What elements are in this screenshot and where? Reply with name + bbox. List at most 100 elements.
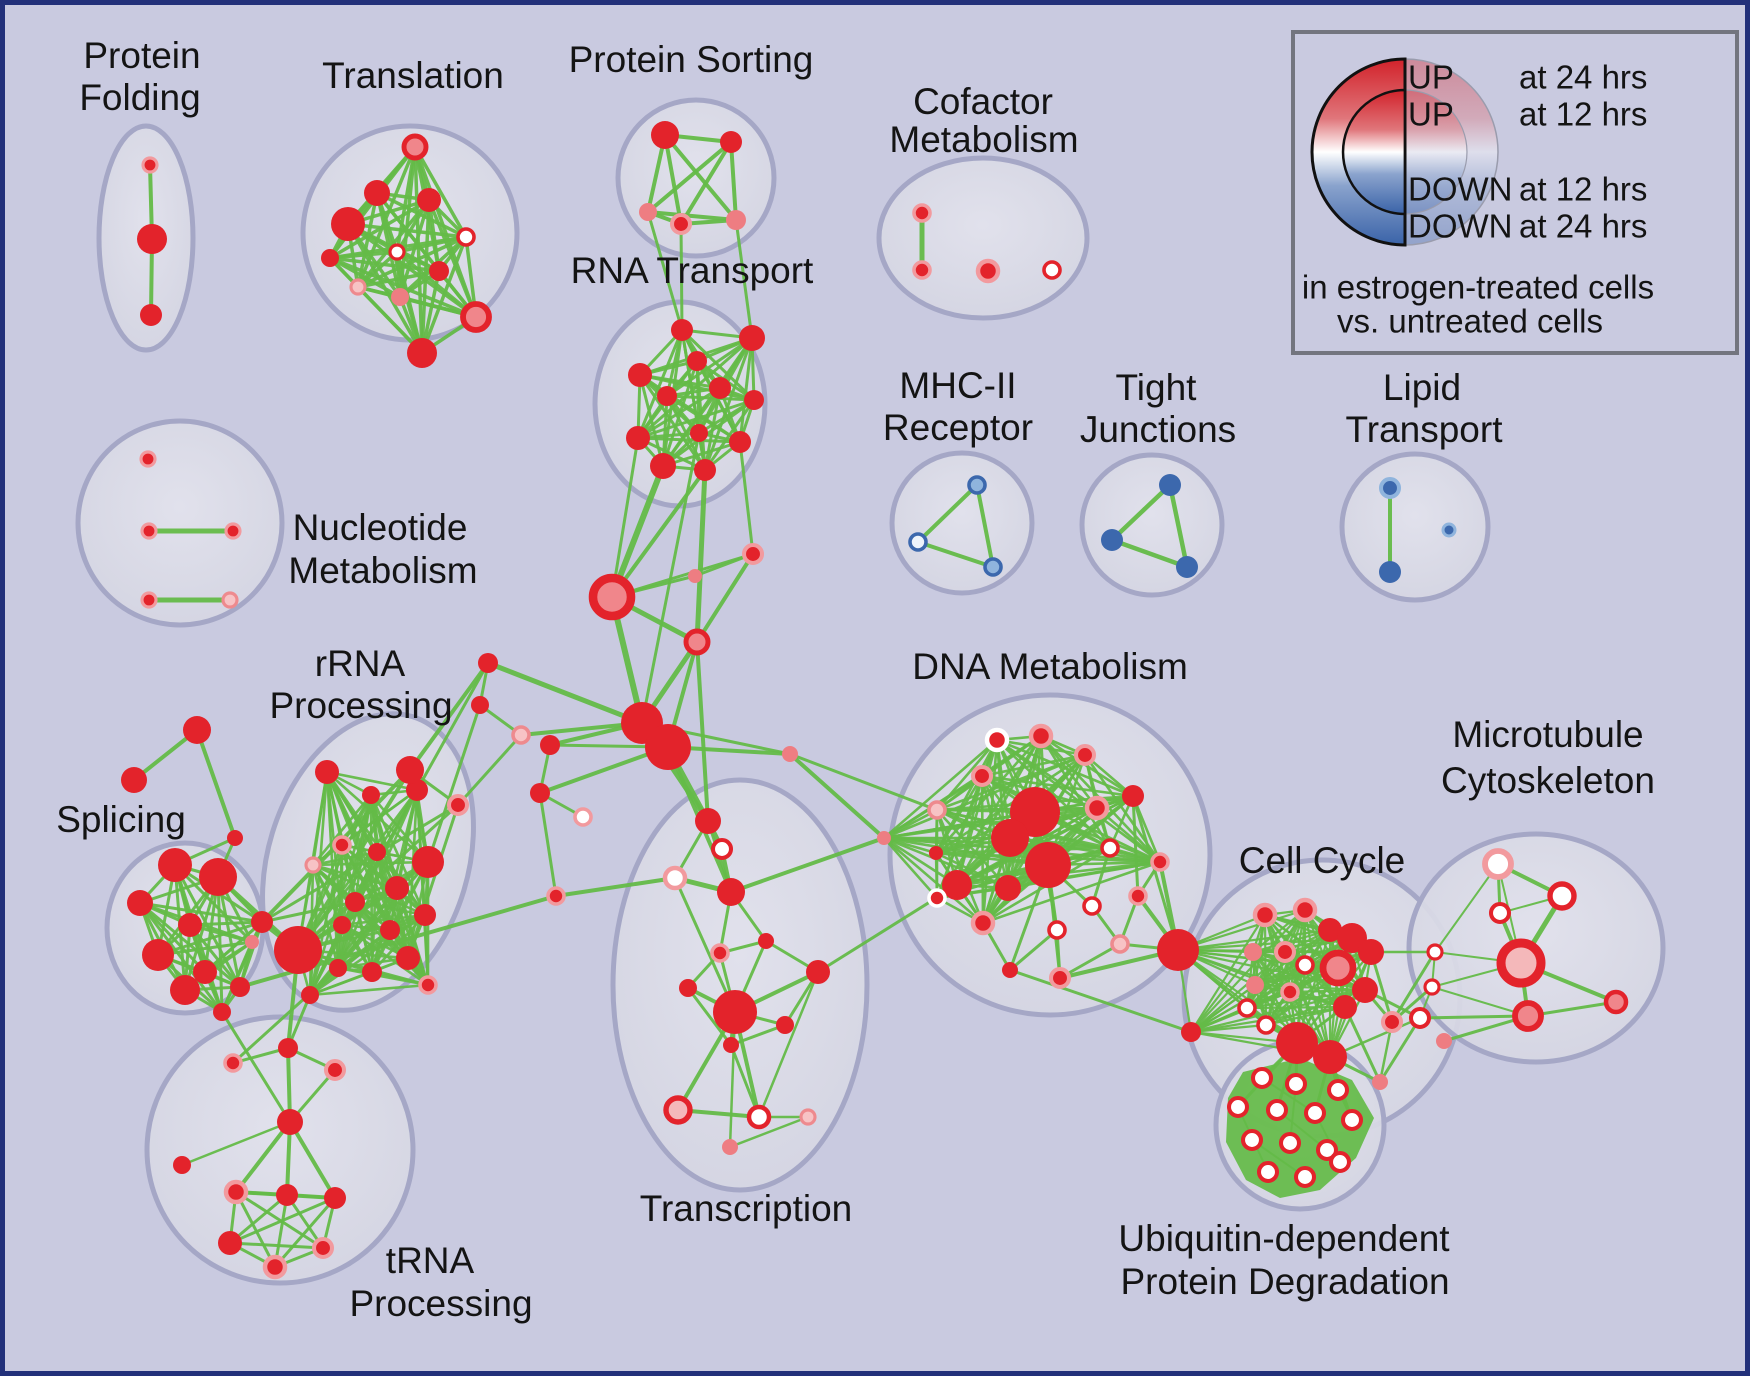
gene-node-ubiquitin-degradation[interactable] [1256, 1160, 1280, 1184]
gene-node-splicing[interactable] [193, 960, 217, 984]
gene-node-dna-metabolism[interactable] [1082, 896, 1102, 916]
gene-node-translation[interactable] [456, 227, 476, 247]
gene-node-splicing[interactable] [170, 975, 200, 1005]
gene-node-microtubule-cytoskeleton[interactable] [1426, 943, 1444, 961]
gene-node-transcription[interactable] [663, 1095, 693, 1125]
gene-node-rrna-processing[interactable] [315, 760, 339, 784]
gene-node-cell-cycle[interactable] [1273, 940, 1297, 964]
gene-node-dna-metabolism[interactable] [1047, 920, 1067, 940]
gene-node-ubiquitin-degradation[interactable] [1265, 1098, 1289, 1122]
gene-node-rna-transport[interactable] [690, 424, 708, 442]
gene-node-rrna-processing[interactable] [274, 926, 322, 974]
gene-node-rrna-processing[interactable] [332, 835, 352, 855]
gene-node-trna-processing[interactable] [276, 1184, 298, 1206]
gene-node-dna-metabolism[interactable] [1150, 852, 1170, 872]
gene-node-splicing[interactable] [178, 913, 202, 937]
gene-node-lipid-transport[interactable] [1379, 561, 1401, 583]
gene-node-rrna-processing[interactable] [323, 1058, 347, 1082]
gene-node-mhc-ii-receptor[interactable] [908, 532, 928, 552]
gene-node-cell-cycle[interactable] [1237, 998, 1257, 1018]
gene-node-cofactor-metabolism[interactable] [975, 258, 1001, 284]
gene-node-backbone[interactable] [588, 573, 636, 621]
gene-node-cell-cycle[interactable] [1333, 995, 1357, 1019]
gene-node-dna-metabolism[interactable] [1002, 962, 1018, 978]
gene-node-dna-metabolism[interactable] [1122, 785, 1144, 807]
gene-node-microtubule-cytoskeleton[interactable] [1488, 901, 1512, 925]
gene-node-cell-cycle[interactable] [1313, 1040, 1347, 1074]
gene-node-nucleotide-metabolism[interactable] [139, 450, 157, 468]
gene-node-ubiquitin-degradation[interactable] [1303, 1101, 1327, 1125]
gene-node-microtubule-cytoskeleton[interactable] [1496, 938, 1546, 988]
gene-node-cell-cycle[interactable] [1319, 949, 1357, 987]
gene-node-cell-cycle[interactable] [1372, 1074, 1388, 1090]
gene-node-splicing[interactable] [213, 1003, 231, 1021]
gene-node-cell-cycle[interactable] [1181, 1022, 1201, 1042]
gene-node-lipid-transport[interactable] [1441, 522, 1457, 538]
gene-node-rna-transport[interactable] [626, 426, 650, 450]
gene-node-microtubule-cytoskeleton[interactable] [1482, 848, 1514, 880]
gene-node-cell-cycle[interactable] [1318, 918, 1342, 942]
gene-node-cell-cycle[interactable] [1380, 1010, 1404, 1034]
gene-node-protein-folding[interactable] [137, 224, 167, 254]
gene-node-backbone[interactable] [396, 756, 424, 784]
gene-node-rrna-processing[interactable] [396, 946, 420, 970]
gene-node-protein-sorting[interactable] [639, 203, 657, 221]
gene-node-transcription[interactable] [799, 1108, 817, 1126]
gene-node-translation[interactable] [401, 133, 429, 161]
gene-node-ubiquitin-degradation[interactable] [1315, 1138, 1339, 1162]
gene-node-rna-transport[interactable] [739, 325, 765, 351]
gene-node-cell-cycle[interactable] [1295, 955, 1315, 975]
gene-node-transcription[interactable] [713, 990, 757, 1034]
gene-node-cell-cycle[interactable] [1246, 976, 1264, 994]
gene-node-rrna-processing[interactable] [380, 920, 400, 940]
gene-node-dna-metabolism[interactable] [1028, 723, 1054, 749]
gene-node-rna-transport[interactable] [628, 363, 652, 387]
gene-node-translation[interactable] [331, 207, 365, 241]
gene-node-translation[interactable] [407, 338, 437, 368]
gene-node-rna-transport[interactable] [709, 377, 731, 399]
gene-node-tight-junctions[interactable] [1159, 474, 1181, 496]
gene-node-tight-junctions[interactable] [1101, 529, 1123, 551]
gene-node-transcription[interactable] [722, 1139, 738, 1155]
gene-node-transcription[interactable] [723, 1037, 739, 1053]
gene-node-splicing[interactable] [199, 858, 237, 896]
gene-node-translation[interactable] [364, 180, 390, 206]
gene-node-tight-junctions[interactable] [1176, 556, 1198, 578]
gene-node-rna-transport[interactable] [671, 319, 693, 341]
gene-node-ubiquitin-degradation[interactable] [1240, 1128, 1264, 1152]
gene-node-backbone[interactable] [741, 542, 765, 566]
gene-node-rrna-processing[interactable] [329, 959, 347, 977]
gene-node-cell-cycle[interactable] [1337, 923, 1367, 953]
gene-node-rrna-processing[interactable] [418, 975, 438, 995]
gene-node-backbone[interactable] [782, 746, 798, 762]
gene-node-trna-processing[interactable] [262, 1254, 288, 1280]
gene-node-transcription[interactable] [776, 1016, 794, 1034]
gene-node-lipid-transport[interactable] [1378, 476, 1402, 500]
gene-node-dna-metabolism[interactable] [1048, 966, 1072, 990]
gene-node-transcription[interactable] [679, 979, 697, 997]
gene-node-ubiquitin-degradation[interactable] [1226, 1095, 1250, 1119]
gene-node-trna-processing[interactable] [324, 1187, 346, 1209]
gene-node-rrna-processing[interactable] [362, 786, 380, 804]
gene-node-ubiquitin-degradation[interactable] [1284, 1072, 1308, 1096]
gene-node-protein-sorting[interactable] [651, 121, 679, 149]
gene-node-mhc-ii-receptor[interactable] [967, 475, 987, 495]
gene-node-backbone[interactable] [683, 628, 711, 656]
gene-node-backbone[interactable] [121, 767, 147, 793]
gene-node-rna-transport[interactable] [687, 351, 707, 371]
gene-node-trna-processing[interactable] [311, 1236, 335, 1260]
gene-node-translation[interactable] [321, 249, 339, 267]
gene-node-splicing[interactable] [245, 935, 259, 949]
gene-node-microtubule-cytoskeleton[interactable] [1423, 978, 1441, 996]
gene-node-backbone[interactable] [540, 735, 560, 755]
gene-node-nucleotide-metabolism[interactable] [140, 522, 158, 540]
gene-node-rna-transport[interactable] [729, 431, 751, 453]
gene-node-dna-metabolism[interactable] [1084, 795, 1110, 821]
gene-node-protein-folding[interactable] [140, 304, 162, 326]
gene-node-protein-folding[interactable] [141, 156, 159, 174]
gene-node-rrna-processing[interactable] [223, 1053, 243, 1073]
gene-node-cofactor-metabolism[interactable] [912, 203, 932, 223]
gene-node-cofactor-metabolism[interactable] [912, 260, 932, 280]
gene-node-protein-sorting[interactable] [726, 210, 746, 230]
gene-node-cell-cycle[interactable] [1352, 977, 1378, 1003]
